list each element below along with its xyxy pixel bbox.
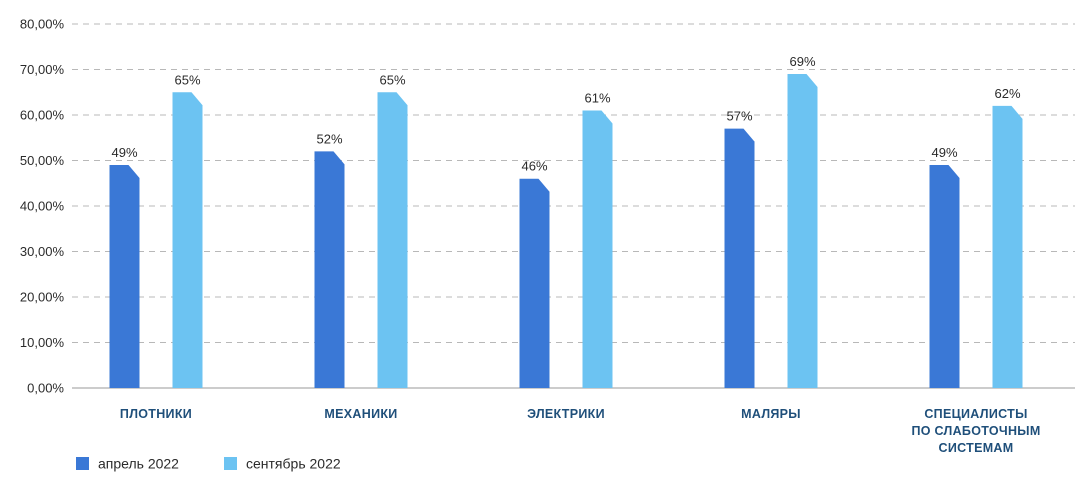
data-label: 52% bbox=[316, 131, 342, 146]
bar-september bbox=[172, 92, 203, 388]
bar-april bbox=[724, 128, 755, 388]
bar-april bbox=[109, 165, 140, 388]
y-tick-label: 70,00% bbox=[20, 62, 65, 77]
y-tick-label: 0,00% bbox=[27, 381, 64, 396]
data-label: 49% bbox=[931, 145, 957, 160]
data-label: 62% bbox=[994, 86, 1020, 101]
y-tick-label: 80,00% bbox=[20, 17, 65, 32]
category-label: МЕХАНИКИ bbox=[324, 407, 397, 421]
data-label: 69% bbox=[789, 54, 815, 69]
category-label: ПО СЛАБОТОЧНЫМ bbox=[911, 424, 1040, 438]
data-label: 65% bbox=[174, 72, 200, 87]
bar-september bbox=[992, 105, 1023, 389]
bar-september bbox=[787, 74, 818, 389]
y-tick-label: 40,00% bbox=[20, 199, 65, 214]
bar-september bbox=[582, 110, 613, 388]
y-tick-label: 20,00% bbox=[20, 290, 65, 305]
data-label: 57% bbox=[726, 109, 752, 124]
category-label: МАЛЯРЫ bbox=[741, 407, 801, 421]
bar-april bbox=[929, 165, 960, 388]
y-tick-label: 30,00% bbox=[20, 244, 65, 259]
legend-label: сентябрь 2022 bbox=[246, 456, 341, 472]
data-label: 46% bbox=[521, 159, 547, 174]
category-label: СПЕЦИАЛИСТЫ bbox=[924, 407, 1027, 421]
category-label: СИСТЕМАМ bbox=[939, 441, 1014, 455]
data-label: 61% bbox=[584, 90, 610, 105]
legend-swatch bbox=[224, 457, 237, 470]
legend-label: апрель 2022 bbox=[98, 456, 179, 472]
bar-september bbox=[377, 92, 408, 388]
bar-april bbox=[519, 178, 550, 388]
category-label: ПЛОТНИКИ bbox=[120, 407, 192, 421]
data-label: 65% bbox=[379, 72, 405, 87]
y-tick-label: 60,00% bbox=[20, 108, 65, 123]
y-tick-label: 10,00% bbox=[20, 335, 65, 350]
legend-swatch bbox=[76, 457, 89, 470]
data-label: 49% bbox=[111, 145, 137, 160]
category-label: ЭЛЕКТРИКИ bbox=[527, 407, 605, 421]
bar-april bbox=[314, 151, 345, 388]
y-tick-label: 50,00% bbox=[20, 153, 65, 168]
